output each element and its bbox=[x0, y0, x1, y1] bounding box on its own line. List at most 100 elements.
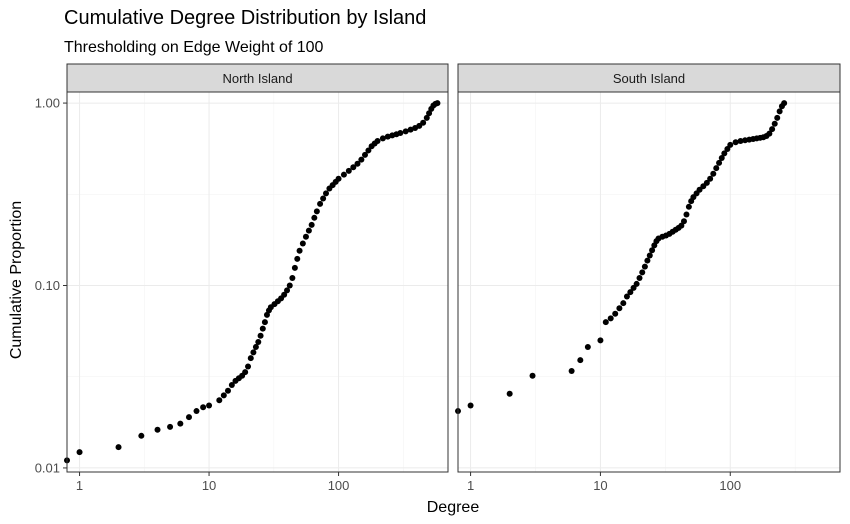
data-point bbox=[320, 195, 327, 202]
data-point bbox=[644, 257, 651, 264]
data-point bbox=[620, 300, 627, 307]
x-tick-label: 100 bbox=[719, 478, 741, 493]
y-axis: 0.01 0.10 1.00 bbox=[35, 96, 67, 475]
data-point bbox=[220, 392, 227, 399]
data-point bbox=[710, 170, 717, 177]
data-point bbox=[76, 449, 83, 456]
data-point bbox=[200, 404, 207, 411]
data-point bbox=[250, 349, 257, 356]
x-axis-title: Degree bbox=[427, 499, 480, 516]
data-point bbox=[313, 208, 320, 215]
data-point bbox=[384, 133, 391, 140]
data-point bbox=[766, 130, 773, 137]
facet-strip bbox=[457, 63, 841, 93]
data-point bbox=[776, 108, 783, 115]
data-point bbox=[627, 289, 634, 296]
data-point bbox=[633, 280, 640, 287]
data-point bbox=[374, 137, 381, 144]
data-point bbox=[568, 367, 575, 374]
data-point bbox=[639, 269, 646, 276]
data-point bbox=[685, 203, 692, 210]
data-point bbox=[365, 147, 372, 154]
data-point bbox=[602, 319, 609, 326]
data-point bbox=[284, 287, 291, 294]
data-point bbox=[680, 218, 687, 225]
data-point bbox=[323, 190, 330, 197]
x-tick-label: 10 bbox=[593, 478, 607, 493]
x-tick-label: 1 bbox=[467, 478, 474, 493]
data-point bbox=[305, 227, 312, 234]
data-point bbox=[774, 114, 781, 121]
data-point bbox=[193, 408, 200, 415]
data-point bbox=[641, 263, 648, 270]
data-point bbox=[299, 240, 306, 247]
data-point bbox=[289, 274, 296, 281]
x-tick-label: 10 bbox=[202, 478, 216, 493]
data-point bbox=[402, 128, 409, 135]
data-point bbox=[259, 325, 266, 332]
data-point bbox=[529, 372, 536, 379]
data-point bbox=[769, 126, 776, 133]
data-point bbox=[286, 282, 293, 289]
data-point bbox=[646, 252, 653, 259]
data-point bbox=[177, 420, 184, 427]
y-tick-label: 1.00 bbox=[35, 96, 60, 111]
data-point bbox=[302, 233, 309, 240]
data-point bbox=[206, 402, 213, 409]
data-point bbox=[291, 264, 298, 271]
data-point bbox=[185, 414, 192, 421]
panel-south-island: South Island 1 10 100 bbox=[455, 63, 841, 493]
y-tick-label: 0.01 bbox=[35, 460, 60, 475]
data-point bbox=[407, 126, 414, 133]
data-point bbox=[245, 363, 252, 370]
panel-border bbox=[66, 91, 449, 473]
data-point bbox=[311, 214, 318, 221]
data-point bbox=[115, 444, 122, 451]
data-point bbox=[350, 164, 357, 171]
data-point bbox=[732, 139, 739, 146]
data-point bbox=[781, 100, 788, 107]
data-point bbox=[636, 274, 643, 281]
data-point bbox=[423, 114, 430, 121]
data-point bbox=[716, 159, 723, 166]
data-point bbox=[616, 305, 623, 312]
panel-north-island: North Island 1 10 100 bbox=[64, 63, 449, 493]
data-point bbox=[612, 310, 619, 317]
data-point bbox=[281, 291, 288, 298]
data-point bbox=[228, 381, 235, 388]
data-point bbox=[649, 247, 656, 254]
data-point bbox=[296, 247, 303, 254]
facet-strip-label: South Island bbox=[613, 71, 685, 86]
data-point bbox=[255, 339, 262, 346]
y-axis-title: Cumulative Proportion bbox=[8, 201, 25, 359]
data-point bbox=[713, 165, 720, 172]
data-point bbox=[216, 397, 223, 404]
data-point bbox=[737, 137, 744, 144]
data-point bbox=[335, 175, 342, 182]
data-point bbox=[257, 332, 264, 339]
facet-strip-label: North Island bbox=[222, 71, 292, 86]
data-point bbox=[138, 432, 145, 439]
data-point bbox=[294, 255, 301, 262]
data-point bbox=[506, 390, 513, 397]
data-point bbox=[379, 135, 386, 142]
data-point bbox=[607, 315, 614, 322]
facet-strip bbox=[66, 63, 449, 93]
data-point bbox=[577, 357, 584, 364]
data-point bbox=[242, 369, 249, 376]
data-point bbox=[420, 119, 427, 126]
data-point bbox=[771, 120, 778, 127]
data-point bbox=[721, 150, 728, 157]
data-point bbox=[263, 311, 270, 318]
data-point bbox=[703, 179, 710, 186]
x-tick-label: 1 bbox=[76, 478, 83, 493]
data-point bbox=[247, 355, 254, 362]
data-point bbox=[358, 156, 365, 163]
data-point bbox=[154, 426, 161, 433]
data-point bbox=[397, 130, 404, 137]
data-point bbox=[727, 141, 734, 148]
data-point bbox=[308, 221, 315, 228]
data-point bbox=[467, 402, 474, 409]
data-point bbox=[597, 337, 604, 344]
